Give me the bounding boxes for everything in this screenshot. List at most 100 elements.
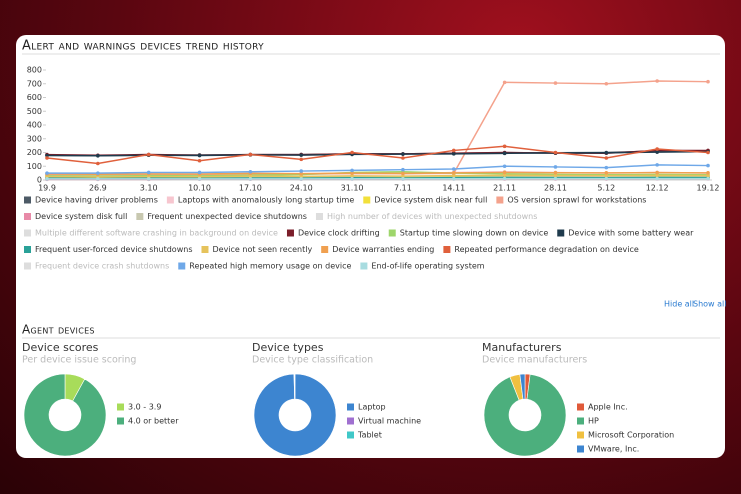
legend-item[interactable]: Device having driver problems	[24, 196, 158, 205]
point	[451, 171, 456, 175]
legend-label: Apple Inc.	[588, 403, 628, 412]
card	[16, 35, 725, 458]
legend-label: Device having driver problems	[35, 196, 158, 205]
point	[502, 164, 507, 169]
y-tick-label: 200	[27, 148, 42, 157]
series-line	[46, 171, 709, 175]
point	[248, 177, 253, 181]
legend-item[interactable]: Device clock drifting	[286, 229, 380, 238]
legend-item[interactable]: Repeated performance degradation on devi…	[443, 245, 639, 254]
y-tick-label: 100	[27, 162, 42, 171]
x-tick-label: 7.11	[394, 184, 412, 193]
legend-item[interactable]: Multiple different software crashing in …	[24, 229, 278, 238]
legend-item[interactable]: Device warranties ending	[321, 245, 434, 254]
legend-label: Repeated high memory usage on device	[189, 262, 351, 271]
point	[706, 173, 710, 178]
point	[197, 177, 202, 181]
legend-label: Tablet	[357, 431, 382, 440]
legend-swatch	[166, 196, 174, 204]
point	[146, 170, 151, 175]
point	[553, 150, 558, 155]
series-line	[47, 80, 709, 176]
point	[604, 171, 609, 175]
x-tick-label: 17.10	[239, 184, 262, 193]
point	[350, 150, 354, 155]
legend-label: OS version sprawl for workstations	[507, 196, 646, 205]
x-tick-label: 26.9	[89, 184, 107, 193]
legend-swatch	[347, 417, 354, 425]
legend-swatch	[360, 262, 368, 270]
point	[655, 147, 659, 151]
point	[553, 81, 558, 85]
legend-item[interactable]: Device with some battery wear	[557, 229, 694, 238]
point	[451, 167, 456, 171]
legend-item[interactable]: Laptops with anomalously long startup ti…	[166, 196, 354, 205]
legend-label: Device system disk near full	[374, 196, 487, 205]
y-tick-label: 0	[37, 176, 42, 185]
legend-label: 3.0 - 3.9	[128, 403, 161, 412]
point	[502, 173, 507, 177]
point	[502, 170, 507, 175]
legend-item[interactable]: High number of devices with unexpected s…	[315, 212, 537, 221]
legend-item[interactable]: Frequent unexpected device shutdowns	[136, 212, 307, 221]
legend-swatch	[443, 246, 451, 253]
x-tick-label: 10.10	[188, 184, 211, 193]
pie-subtitle: Device manufacturers	[482, 355, 587, 366]
point	[401, 152, 405, 156]
legend-item[interactable]: Device not seen recently	[201, 245, 312, 254]
point	[96, 154, 100, 158]
point	[299, 153, 304, 157]
point	[451, 173, 456, 178]
legend-swatch	[117, 417, 124, 425]
point	[451, 176, 456, 181]
legend-swatch	[117, 403, 124, 411]
legend-swatch	[286, 229, 294, 237]
series-line	[46, 174, 709, 178]
legend-label: Frequent device crash shutdowns	[35, 262, 169, 271]
x-tick-label: 12.12	[646, 184, 669, 193]
y-tick-label: 700	[27, 79, 42, 88]
point	[553, 176, 558, 181]
show-all[interactable]: Show all	[693, 300, 726, 309]
point	[604, 150, 609, 155]
hide-all[interactable]: Hide all	[664, 300, 694, 309]
point	[502, 176, 507, 181]
point	[299, 171, 304, 176]
legend-item[interactable]: OS version sprawl for workstations	[496, 196, 646, 205]
legend-item[interactable]: Device system disk full	[24, 212, 127, 221]
point	[299, 174, 304, 179]
legend-item[interactable]: Frequent device crash shutdowns	[24, 262, 169, 271]
y-tick-label: 500	[27, 107, 42, 116]
point	[197, 158, 202, 163]
point	[350, 176, 354, 181]
point	[553, 170, 558, 175]
series-line	[47, 164, 709, 174]
legend-item[interactable]: Repeated high memory usage on device	[178, 262, 351, 271]
point	[96, 177, 100, 181]
point	[248, 169, 253, 174]
series-line	[46, 170, 709, 177]
legend-label: End-of-life operating system	[371, 262, 484, 271]
x-tick-label: 21.11	[493, 184, 516, 193]
point	[45, 171, 49, 175]
pie-title: Device scores	[22, 341, 99, 354]
point	[350, 168, 354, 173]
legend-item[interactable]: Device system disk near full	[363, 196, 487, 205]
y-tick-label: 400	[27, 121, 42, 130]
legend-label: Laptop	[358, 403, 386, 412]
legend-item[interactable]: Startup time slowing down on device	[388, 229, 549, 238]
legend-label: Virtual machine	[358, 417, 421, 426]
point	[451, 148, 456, 153]
legend-item[interactable]: Frequent user-forced device shutdowns	[24, 245, 192, 254]
legend-swatch	[24, 196, 31, 204]
point	[604, 176, 609, 181]
point	[45, 156, 49, 160]
pie-title: Manufacturers	[482, 341, 562, 354]
legend-item[interactable]: End-of-life operating system	[360, 262, 485, 271]
point	[706, 171, 710, 175]
legend-label: HP	[588, 417, 599, 426]
legend-swatch	[577, 417, 584, 425]
card-title: Alert and warnings devices trend history	[22, 39, 264, 54]
series-line	[46, 176, 709, 180]
